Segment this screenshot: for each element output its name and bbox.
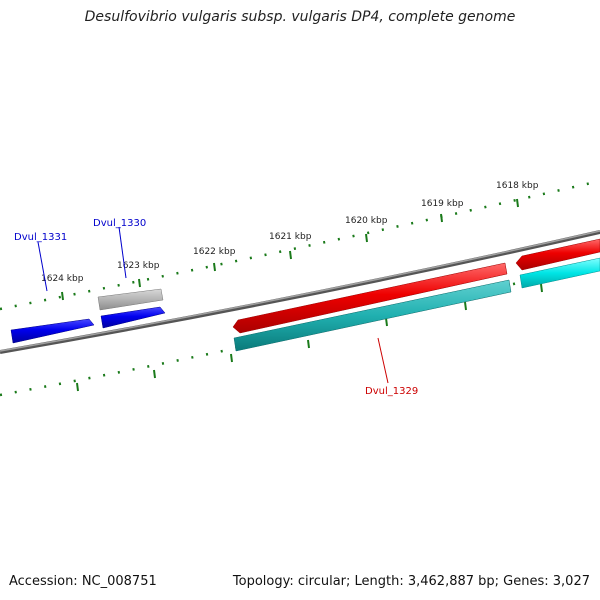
scale-label-1622: 1622 kbp	[193, 247, 236, 257]
label-dvul-1329[interactable]: Dvul_1329	[365, 386, 418, 397]
genome-backbone	[0, 230, 600, 354]
inner-major-ticks	[76, 283, 543, 392]
major-ticks	[61, 198, 519, 301]
gene-dvul-1329[interactable]	[232, 262, 508, 334]
scale-label-1623: 1623 kbp	[117, 261, 160, 271]
label-dvul-1331[interactable]: Dvul_1331	[14, 232, 67, 243]
scale-label-1619: 1619 kbp	[421, 199, 464, 209]
cds-dvul-1328[interactable]	[519, 257, 600, 289]
gene-dvul-1330[interactable]	[100, 306, 166, 329]
scale-label-1620: 1620 kbp	[345, 216, 388, 226]
label-dvul-1330[interactable]: Dvul_1330	[93, 218, 146, 229]
gene-dvul-1328[interactable]	[515, 238, 600, 271]
scale-label-1618: 1618 kbp	[496, 181, 539, 191]
accession-text: Accession: NC_008751	[9, 574, 157, 589]
leader-dvul-1331	[37, 241, 48, 292]
cds-dvul-1329[interactable]	[233, 279, 512, 352]
genome-summary-text: Topology: circular; Length: 3,462,887 bp…	[232, 574, 590, 589]
scale-label-1621: 1621 kbp	[269, 232, 312, 242]
feature-grey[interactable]	[97, 288, 164, 311]
gene-dvul-1331[interactable]	[10, 318, 95, 344]
leader-dvul-1329	[377, 337, 389, 384]
leader-dvul-1330	[118, 226, 127, 279]
map-title: Desulfovibrio vulgaris subsp. vulgaris D…	[84, 9, 516, 25]
scale-label-1624: 1624 kbp	[41, 274, 84, 284]
